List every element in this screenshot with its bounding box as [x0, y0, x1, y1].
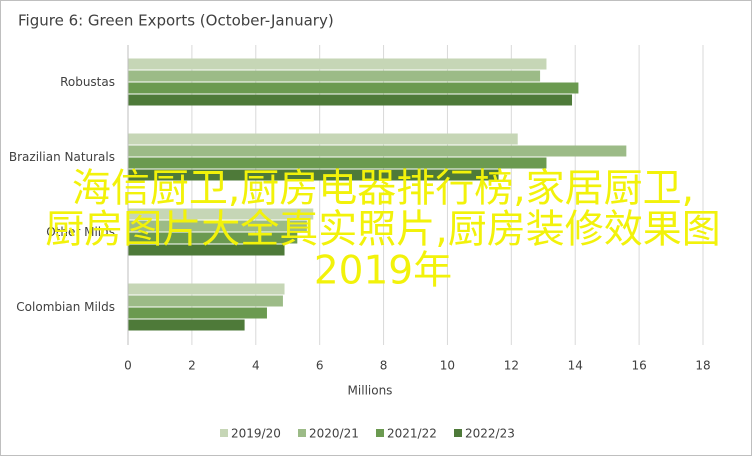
y-tick-label: Other Milds: [46, 225, 115, 239]
bar: [128, 169, 499, 181]
bar: [128, 283, 285, 295]
x-tick-label: 12: [504, 359, 519, 373]
x-tick-label: 16: [631, 359, 646, 373]
bar: [128, 244, 285, 256]
y-tick-label: Colombian Milds: [16, 300, 115, 314]
bar: [128, 295, 283, 307]
x-tick-label: 2: [188, 359, 196, 373]
legend-label: 2022/23: [465, 427, 515, 441]
x-tick-label: 14: [568, 359, 583, 373]
bar: [128, 220, 307, 232]
x-tick-label: 0: [124, 359, 132, 373]
bar: [128, 82, 579, 94]
x-tick-label: 4: [252, 359, 260, 373]
bar: [128, 133, 518, 145]
bar: [128, 208, 314, 220]
overlay-text: 海信厨卫,厨房电器排行榜,家居厨卫,: [72, 167, 694, 212]
y-tick-label: Robustas: [60, 75, 115, 89]
legend-label: 2020/21: [309, 427, 359, 441]
bar: [128, 319, 245, 331]
bar: [128, 307, 267, 319]
bar: [128, 70, 541, 82]
chart-title: Figure 6: Green Exports (October-January…: [18, 12, 334, 30]
overlay-text: 2019年: [314, 249, 452, 294]
bar: [128, 145, 627, 157]
legend-swatch: [220, 429, 228, 437]
bar: [128, 157, 547, 169]
bar: [128, 58, 547, 70]
x-axis-label: Millions: [348, 384, 393, 398]
legend-label: 2019/20: [231, 427, 281, 441]
legend-label: 2021/22: [387, 427, 437, 441]
x-tick-label: 10: [440, 359, 455, 373]
overlay-text: 厨房图片大全真实照片,厨房装修效果图: [45, 208, 720, 253]
bar: [128, 94, 573, 106]
legend-swatch: [298, 429, 306, 437]
y-tick-label: Brazilian Naturals: [9, 150, 115, 164]
x-tick-label: 8: [380, 359, 388, 373]
legend-swatch: [376, 429, 384, 437]
x-tick-label: 18: [695, 359, 710, 373]
legend-swatch: [454, 429, 462, 437]
bar: [128, 232, 298, 244]
x-tick-label: 6: [316, 359, 324, 373]
